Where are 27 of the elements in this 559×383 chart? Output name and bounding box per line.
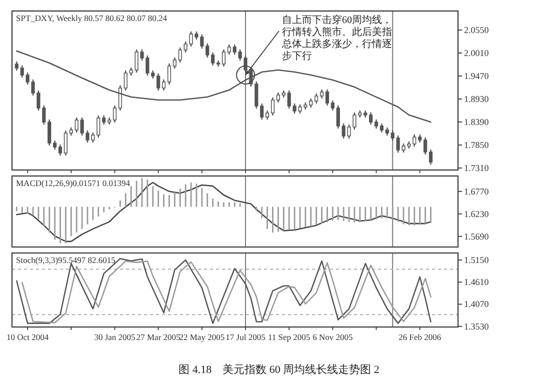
annotation: 自上而下击穿60周均线，行情转入熊市。此后美指总体上跌多涨少，行情逐步下行: [281, 14, 392, 62]
x-tick-label: 26 Feb 2006: [398, 332, 442, 342]
y-tick-label: 1.5690: [464, 231, 490, 242]
y-tick-label: 1.4610: [464, 277, 490, 288]
x-tick-label: 6 Nov 2005: [312, 332, 353, 342]
y-tick-label: 1.8930: [464, 94, 490, 104]
x-tick-label: 17 Jul 2005: [226, 332, 266, 342]
x-tick-label: 27 Mar 2005: [136, 332, 180, 342]
y-tick-label: 1.6230: [464, 208, 490, 219]
x-tick-label: 30 Jan 2005: [94, 332, 136, 342]
y-tick-label: 1.4070: [464, 299, 490, 310]
y-tick-label: 2.0010: [464, 48, 490, 58]
y-tick-label: 2.0550: [464, 24, 490, 35]
x-tick-label: 11 Sep 2005: [268, 332, 310, 342]
chart-title: Stoch(9,3,3)95.5497 82.6015: [16, 255, 116, 265]
x-tick-label: 10 Oct 2004: [6, 332, 50, 342]
y-tick-label: 1.9470: [464, 70, 490, 81]
y-tick-label: 1.7850: [464, 140, 490, 150]
y-tick-label: 1.3530: [464, 321, 490, 332]
y-tick-label: 1.6770: [464, 186, 490, 196]
x-tick-label: 22 May 2005: [179, 332, 225, 342]
y-tick-label: 1.8390: [464, 117, 490, 127]
chart-title: MACD(12,26,9)0.01571 0.01394: [16, 178, 131, 188]
chart-title: SPT_DXY, Weekly 80.57 80.62 80.07 80.24: [16, 13, 168, 23]
caption: 图 4.18 美元指数 60 周均线长线走势图 2: [178, 363, 380, 376]
y-tick-label: 1.7310: [464, 163, 490, 173]
y-tick-label: 1.5150: [464, 254, 490, 265]
